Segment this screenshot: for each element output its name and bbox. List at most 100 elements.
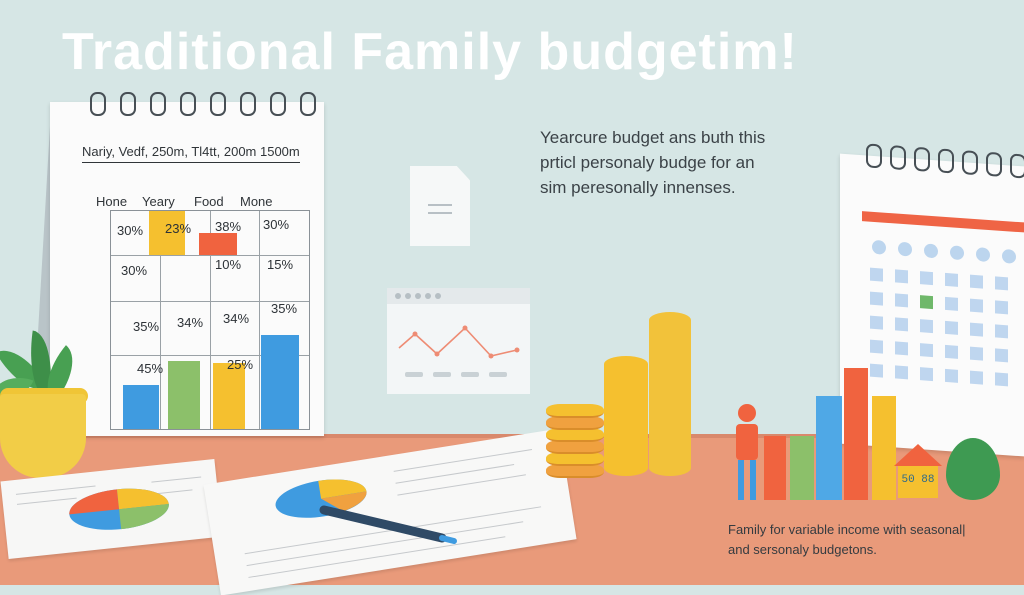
description-line-3: sim peresonally innenses. [540,178,736,197]
coin-stack-icon [546,396,606,478]
pie-chart-icon [275,479,367,518]
document-icon [410,166,470,246]
coin [546,416,604,430]
calendar-day [895,341,908,356]
calendar-ring [300,92,316,116]
person-icon [732,404,762,502]
grid-bar [199,233,237,255]
chart-bar [816,396,842,500]
coin [546,464,604,478]
grid-cell: 35% [271,301,298,316]
caption-text: Family for variable income with seasonal… [728,520,1024,560]
coin-column [604,356,648,476]
caption-line-2: and sersonaly budgetons. [728,542,877,557]
calendar-ring [180,92,196,116]
calendar-ring [120,92,136,116]
calendar-day [995,276,1008,291]
grid-line [111,301,309,302]
calendar-header: Nariy, Vedf, 250m, Tl4tt, 200m 1500m [82,144,300,163]
calendar-ring [938,148,954,174]
column-header: Yeary [142,194,175,209]
column-header: Mone [240,194,273,209]
calendar-day [995,372,1008,387]
calendar-day [970,274,983,289]
calendar-day [945,272,958,287]
grid-cell: 34% [177,315,204,330]
calendar-ring [986,151,1002,177]
calendar-day-circle [872,239,886,255]
house-roof [894,444,942,466]
coin [546,428,604,442]
calendar-day-circle [976,247,990,263]
window-dot [395,293,401,299]
window-dot [425,293,431,299]
calendar-day [945,368,958,383]
grid-line [111,355,309,356]
calendar-header-bar [862,211,1024,233]
window-dot [415,293,421,299]
calendar-day [945,320,958,335]
grid-cell: 30% [117,223,144,238]
calendar-day [995,324,1008,339]
calendar-day [870,363,883,378]
chart-bar [790,436,814,500]
caption-line-1: Family for variable income with seasonal… [728,522,966,537]
grid-bar [168,361,200,429]
chart-bar [844,368,868,500]
description-line-1: Yearcure budget ans buth this [540,128,766,147]
grid-cell: 10% [215,257,242,272]
calendar-day [995,348,1008,363]
calendar-day [920,295,933,310]
coin [546,452,604,466]
calendar-day [895,293,908,308]
grid-line [259,211,260,429]
house-icon: 50 88 [894,444,942,498]
calendar-day [970,322,983,337]
calendar-day [870,267,883,282]
calendar-ring [914,146,930,172]
grid-line [210,211,211,429]
calendar-day [920,319,933,334]
calendar-ring [90,92,106,116]
paper-line [393,449,533,472]
calendar-ring [866,143,882,169]
plant-pot [0,394,86,478]
calendar-day [945,296,958,311]
calendar-ring [270,92,286,116]
person-head [738,404,756,422]
calendar-day [995,300,1008,315]
budget-grid: 30% 23% 38% 30% 30% 10% 15% 35% 34% 34% … [110,210,310,430]
window-dot [405,293,411,299]
grid-cell: 38% [215,219,242,234]
trend-line [398,325,520,359]
leaf-icon [946,438,1000,500]
grid-line [160,211,161,429]
calendar-ring [150,92,166,116]
grid-bar [149,211,185,255]
house-sign: 50 88 [901,474,935,486]
calendar-ring [1010,153,1024,179]
calendar-day-circle [924,243,938,259]
person-leg [738,460,744,500]
calendar-day [970,370,983,385]
calendar-page: Nariy, Vedf, 250m, Tl4tt, 200m 1500m Hon… [50,92,324,436]
coin [546,404,604,418]
description-line-2: prticl personaly budge for an [540,153,755,172]
grid-cell: 45% [137,361,164,376]
report-paper [203,428,577,595]
calendar-day [970,346,983,361]
calendar-day [920,367,933,382]
paper-line [397,474,526,496]
calendar-day [895,269,908,284]
pie-chart-icon [69,488,169,530]
calendar-day [920,271,933,286]
calendar-day [870,291,883,306]
coin [546,440,604,454]
chart-bar [764,436,786,500]
column-header: Hone [96,194,128,209]
grid-bar [123,385,159,429]
card-pill [405,372,423,377]
card-pill [433,372,451,377]
calendar-day [870,339,883,354]
column-header: Food [194,194,224,209]
